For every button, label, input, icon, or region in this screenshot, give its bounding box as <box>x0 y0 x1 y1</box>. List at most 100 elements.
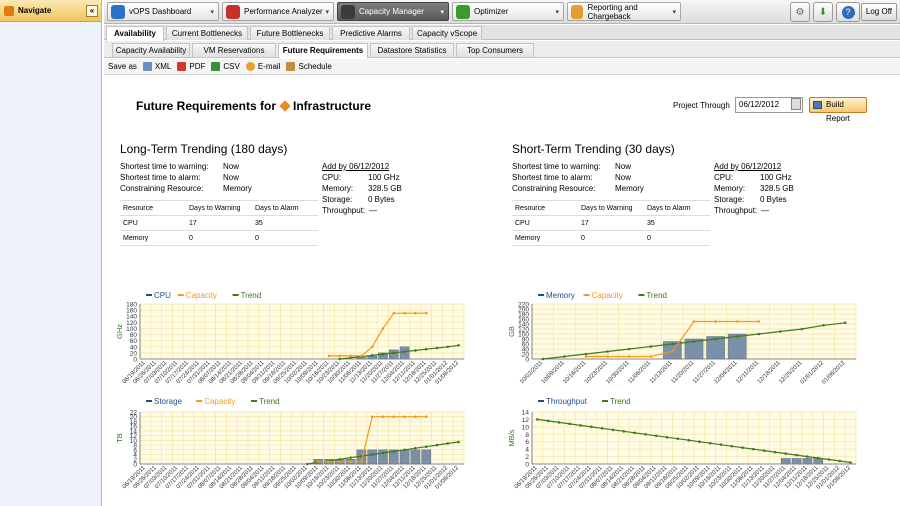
capacity-point <box>360 354 363 358</box>
table-header: Resource Days to Warning Days to Alarm <box>120 200 318 216</box>
trend-point <box>349 356 352 360</box>
legend-label: Trend <box>259 397 280 406</box>
data-bar <box>727 333 747 360</box>
tab-capacity-vscope[interactable]: Capacity vScope <box>412 26 482 40</box>
trend-point <box>633 431 636 435</box>
trend-point <box>827 458 831 461</box>
trend-point <box>392 450 396 453</box>
capacity-point <box>370 415 374 419</box>
trend-point <box>370 354 374 357</box>
table-row: Memory 0 0 <box>120 230 318 246</box>
y-tick-label: 100 <box>126 326 137 333</box>
y-tick-label: 6 <box>525 439 529 446</box>
save-as-bar: Save as XML PDF CSV E-mail Schedule <box>104 59 900 75</box>
capacity-point <box>584 355 588 358</box>
optimizer-menu[interactable]: Optimizer ▾ <box>452 2 564 21</box>
trend-point <box>541 357 545 361</box>
trend-point <box>370 453 374 456</box>
reporting-chargeback-menu[interactable]: Reporting and Chargeback ▾ <box>567 2 681 21</box>
subtab-future-requirements[interactable]: Future Requirements <box>278 43 368 58</box>
tab-predictive-alarms[interactable]: Predictive Alarms <box>332 26 410 40</box>
subtab-capacity-availability[interactable]: Capacity Availability <box>112 43 190 57</box>
export-csv-button[interactable]: CSV <box>211 62 240 72</box>
settings-button[interactable]: ⚙ <box>790 2 810 22</box>
trend-point <box>306 462 309 466</box>
xml-icon <box>142 62 152 72</box>
trend-point <box>730 444 734 448</box>
trend-point <box>435 443 439 447</box>
trend-line <box>339 344 459 360</box>
schedule-icon <box>286 62 296 72</box>
chevron-down-icon: ▾ <box>672 8 676 16</box>
vops-dashboard-menu[interactable]: vOPS Dashboard ▾ <box>107 2 219 21</box>
trend-point <box>665 435 669 439</box>
table-cell: 35 <box>644 215 710 231</box>
y-tick-label: 8 <box>525 432 529 439</box>
capacity-manager-menu[interactable]: Capacity Manager ▾ <box>337 2 449 21</box>
y-tick-label: 20 <box>130 414 138 421</box>
add-value: — <box>761 206 769 215</box>
download-button[interactable]: ⬇ <box>813 2 833 22</box>
export-xml-button[interactable]: XML <box>142 62 171 72</box>
trend-point <box>654 434 658 438</box>
dashboard-icon <box>111 4 125 19</box>
y-tick-label: 0 <box>133 462 137 469</box>
capacity-point <box>714 320 717 323</box>
y-tick-label: 40 <box>130 344 138 351</box>
legend-label: Trend <box>610 397 631 406</box>
capacity-point <box>735 320 739 323</box>
table-cell: CPU <box>120 215 186 231</box>
save-as-label: Save as <box>108 62 137 71</box>
y-tick-label: 22 <box>130 410 138 417</box>
trend-point <box>806 455 809 458</box>
y-tick-label: 6 <box>133 447 137 454</box>
performance-analyzer-menu[interactable]: Performance Analyzer ▾ <box>222 2 334 21</box>
y-tick-label: 10 <box>522 424 530 431</box>
download-arrow-icon: ⬇ <box>818 6 828 18</box>
email-icon <box>245 62 255 72</box>
legend-label: Memory <box>546 291 575 300</box>
y-tick-label: 140 <box>126 314 137 321</box>
build-report-button[interactable]: Build Report <box>809 97 867 123</box>
trend-point <box>671 342 674 346</box>
trend-point <box>590 425 593 429</box>
y-tick-label: 16 <box>130 424 138 431</box>
project-date-input[interactable]: 06/12/2012 <box>735 97 803 113</box>
page-title: Future Requirements for Infrastructure <box>136 99 371 113</box>
subtab-vm-reservations[interactable]: VM Reservations <box>192 43 276 57</box>
column-header: Days to Warning <box>186 200 252 216</box>
y-tick-label: 180 <box>518 312 529 319</box>
trend-point <box>579 424 582 427</box>
capacity-point <box>392 311 396 315</box>
navigation-panel: Navigate « ▾Business Views▸Chris's VMs▸D… <box>0 0 102 506</box>
help-button[interactable]: ? <box>836 2 860 22</box>
calendar-icon[interactable] <box>791 98 801 110</box>
legend-label: Storage <box>154 397 183 406</box>
add-by-heading: Add by 06/12/2012 <box>322 162 390 171</box>
data-bar <box>421 449 431 465</box>
export-pdf-button[interactable]: PDF <box>177 62 205 72</box>
stat-value: Memory <box>223 184 252 193</box>
menu-label: Performance Analyzer <box>244 7 323 16</box>
tab-current-bottlenecks[interactable]: Current Bottlenecks <box>166 26 248 40</box>
throughput-chart: Throughput Trend02468101214MB/s06/19/2011… <box>507 397 857 491</box>
stat-label: Shortest time to alarm: <box>512 173 593 182</box>
schedule-button[interactable]: Schedule <box>286 62 332 72</box>
trend-point <box>424 445 428 449</box>
trend-point <box>414 446 417 450</box>
y-tick-label: 10 <box>130 438 138 445</box>
y-tick-label: 14 <box>130 428 138 435</box>
tab-future-bottlenecks[interactable]: Future Bottlenecks <box>250 26 330 40</box>
trend-point <box>627 347 631 351</box>
page-title-target: Infrastructure <box>293 99 372 113</box>
logoff-button[interactable]: Log Off <box>860 3 897 21</box>
section-title: Short-Term Trending (30 days) <box>512 142 675 156</box>
menu-label: Reporting and Chargeback <box>587 2 638 21</box>
subtab-datastore-statistics[interactable]: Datastore Statistics <box>370 43 454 57</box>
email-button[interactable]: E-mail <box>245 62 280 72</box>
trend-point <box>708 441 712 445</box>
subtab-top-consumers[interactable]: Top Consumers <box>456 43 534 57</box>
menu-label: Capacity Manager <box>359 7 424 16</box>
tab-availability[interactable]: Availability <box>106 26 164 41</box>
collapse-icon[interactable]: « <box>86 4 98 17</box>
